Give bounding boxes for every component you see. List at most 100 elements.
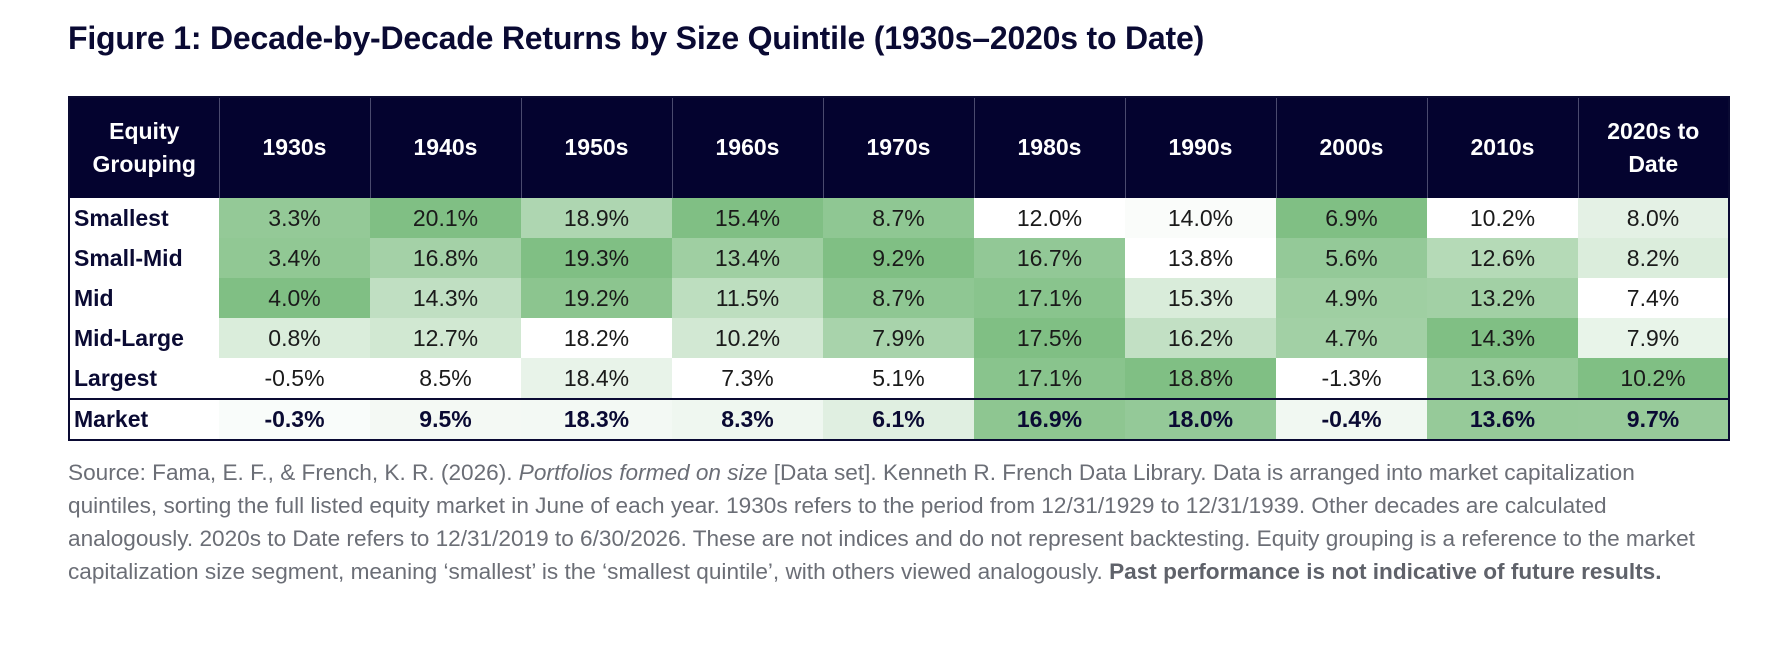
value-cell: 7.3% [672,358,823,399]
value-cell: 16.8% [370,238,521,278]
value-cell: 8.2% [1578,238,1729,278]
source-text: Source: Fama, E. F., & French, K. R. (20… [68,460,519,485]
header-line: 2020s to [1607,117,1700,144]
disclaimer: Past performance is not indicative of fu… [1109,559,1662,584]
value-cell: 16.2% [1125,318,1276,358]
row-label: Mid [69,278,219,318]
table-row: Smallest 3.3% 20.1% 18.9% 15.4% 8.7% 12.0% 14.0… [69,198,1729,238]
value-cell: 5.1% [823,358,974,399]
header-row: Equity Grouping 1930s 1940s 1950s 1960s 1970s… [69,97,1729,198]
value-cell: 11.5% [672,278,823,318]
value-cell: 7.9% [823,318,974,358]
value-cell: 12.6% [1427,238,1578,278]
header-decade: 2000s [1275,97,1427,198]
value-cell: 3.3% [219,198,370,238]
header-line: 2010s [1470,134,1535,161]
value-cell: 9.2% [823,238,974,278]
market-row: Market -0.3% 9.5% 18.3% 8.3% 6.1% 16.9% 18.0% -0… [69,398,1729,440]
row-label: Small-Mid [69,238,219,278]
table-row: Small-Mid 3.4% 16.8% 19.3% 13.4% 9.2% 16.7% 13.… [69,238,1729,278]
value-cell: 4.7% [1276,318,1427,358]
value-cell: 16.7% [974,238,1125,278]
value-cell: 9.5% [370,398,521,440]
header-decade: 1990s [1124,97,1276,198]
value-cell: 20.1% [370,198,521,238]
value-cell: 18.9% [521,198,672,238]
header-decade: 2010s [1426,97,1578,198]
value-cell: -0.4% [1276,398,1427,440]
value-cell: 6.9% [1276,198,1427,238]
value-cell: 19.3% [521,238,672,278]
header-line: 1940s [413,134,478,161]
value-cell: 7.4% [1578,278,1729,318]
value-cell: 15.4% [672,198,823,238]
value-cell: 10.2% [1578,358,1729,399]
value-cell: 15.3% [1125,278,1276,318]
header-decade: 1980s [973,97,1125,198]
value-cell: 17.1% [974,278,1125,318]
value-cell: 3.4% [219,238,370,278]
table-body: Smallest 3.3% 20.1% 18.9% 15.4% 8.7% 12.0% 14.0… [69,198,1729,440]
table-row: Mid-Large 0.8% 12.7% 18.2% 10.2% 7.9% 17.5% 16.… [69,318,1729,358]
header-decade: 1960s [671,97,823,198]
value-cell: -0.3% [219,398,370,440]
value-cell: 4.9% [1276,278,1427,318]
value-cell: 10.2% [672,318,823,358]
row-label: Smallest [69,198,219,238]
header-line: 1980s [1017,134,1082,161]
value-cell: 14.3% [1427,318,1578,358]
table-row: Largest -0.5% 8.5% 18.4% 7.3% 5.1% 17.1% 18.8% -… [69,358,1729,399]
value-cell: -0.5% [219,358,370,399]
value-cell: 4.0% [219,278,370,318]
value-cell: 17.1% [974,358,1125,399]
row-label: Market [69,398,219,440]
header-line: 1930s [262,134,327,161]
row-label: Mid-Large [69,318,219,358]
value-cell: 18.2% [521,318,672,358]
header-decade: 2020s to Date [1577,97,1729,198]
value-cell: 8.7% [823,198,974,238]
header-line: Equity [109,117,180,144]
value-cell: 8.0% [1578,198,1729,238]
source-note: Source: Fama, E. F., & French, K. R. (20… [68,456,1718,588]
header-line: Grouping [92,151,196,177]
header-line: 2000s [1319,134,1384,161]
value-cell: 18.4% [521,358,672,399]
value-cell: 13.2% [1427,278,1578,318]
value-cell: 18.0% [1125,398,1276,440]
value-cell: 18.8% [1125,358,1276,399]
value-cell: 17.5% [974,318,1125,358]
value-cell: 8.5% [370,358,521,399]
value-cell: 14.0% [1125,198,1276,238]
value-cell: -1.3% [1276,358,1427,399]
value-cell: 7.9% [1578,318,1729,358]
value-cell: 13.4% [672,238,823,278]
value-cell: 14.3% [370,278,521,318]
header-equity-grouping: Equity Grouping [69,97,219,198]
figure-title: Figure 1: Decade-by-Decade Returns by Si… [68,20,1205,56]
value-cell: 0.8% [219,318,370,358]
value-cell: 12.7% [370,318,521,358]
header-line: Date [1628,151,1679,177]
value-cell: 18.3% [521,398,672,440]
header-line: 1990s [1168,134,1233,161]
value-cell: 16.9% [974,398,1125,440]
value-cell: 13.6% [1427,358,1578,399]
source-text: [Data set]. Kenneth R. French Data Libra… [68,460,1695,584]
value-cell: 10.2% [1427,198,1578,238]
header-decade: 1940s [369,97,521,198]
value-cell: 5.6% [1276,238,1427,278]
header-line: 1960s [715,134,780,161]
header-decade: 1970s [822,97,974,198]
value-cell: 9.7% [1578,398,1729,440]
header-decade: 1950s [520,97,672,198]
value-cell: 8.3% [672,398,823,440]
table-row: Mid 4.0% 14.3% 19.2% 11.5% 8.7% 17.1% 15.3% 4.9%… [69,278,1729,318]
value-cell: 12.0% [974,198,1125,238]
value-cell: 13.8% [1125,238,1276,278]
value-cell: 8.7% [823,278,974,318]
header-decade: 1930s [218,97,370,198]
value-cell: 19.2% [521,278,672,318]
value-cell: 6.1% [823,398,974,440]
row-label: Largest [69,358,219,399]
